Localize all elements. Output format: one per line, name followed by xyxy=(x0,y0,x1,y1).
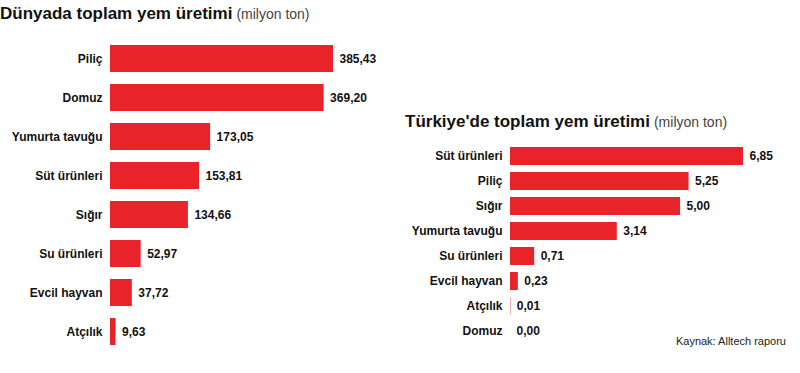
svg-text:0,23: 0,23 xyxy=(524,274,548,288)
svg-text:0,71: 0,71 xyxy=(541,249,565,263)
html-text:Kaynak: Alltech raporu: Kaynak: Alltech raporu xyxy=(675,335,786,347)
svg-text:Atçılık: Atçılık xyxy=(466,299,502,313)
svg-text:9,63: 9,63 xyxy=(122,325,146,339)
svg-text:3,14: 3,14 xyxy=(623,224,647,238)
svg-text:134,66: 134,66 xyxy=(194,208,231,222)
svg-text:5,00: 5,00 xyxy=(687,199,711,213)
svg-text:52,97: 52,97 xyxy=(147,247,177,261)
svg-text:Piliç: Piliç xyxy=(478,174,503,188)
svg-text:37,72: 37,72 xyxy=(138,286,168,300)
svg-text:6,85: 6,85 xyxy=(750,149,774,163)
svg-text:Su ürünleri: Su ürünleri xyxy=(439,249,502,263)
svg-text:173,05: 173,05 xyxy=(217,130,254,144)
html-text:Türkiye'de toplam yem üretimi: Türkiye'de toplam yem üretimi (milyon to… xyxy=(405,112,728,131)
svg-text:Domuz: Domuz xyxy=(463,324,503,338)
svg-text:Süt ürünleri: Süt ürünleri xyxy=(35,169,102,183)
svg-text:385,43: 385,43 xyxy=(340,52,377,66)
svg-text:Piliç: Piliç xyxy=(78,52,103,66)
svg-text:Yumurta tavuğu: Yumurta tavuğu xyxy=(12,130,103,144)
svg-text:Sığır: Sığır xyxy=(76,208,103,222)
svg-text:Atçılık: Atçılık xyxy=(66,325,102,339)
svg-text:5,25: 5,25 xyxy=(695,174,719,188)
svg-text:369,20: 369,20 xyxy=(330,91,367,105)
svg-text:Yumurta tavuğu: Yumurta tavuğu xyxy=(412,224,503,238)
svg-text:Evcil hayvan: Evcil hayvan xyxy=(30,286,103,300)
svg-text:0,01: 0,01 xyxy=(517,299,541,313)
svg-text:153,81: 153,81 xyxy=(205,169,242,183)
svg-text:Süt ürünleri: Süt ürünleri xyxy=(435,149,502,163)
svg-text:Su ürünleri: Su ürünleri xyxy=(39,247,102,261)
svg-text:Domuz: Domuz xyxy=(63,91,103,105)
svg-text:0,00: 0,00 xyxy=(517,324,541,338)
html-text:Dünyada toplam yem üretimi (mi: Dünyada toplam yem üretimi (milyon ton) xyxy=(0,4,310,23)
svg-text:Sığır: Sığır xyxy=(476,199,503,213)
svg-text:Evcil hayvan: Evcil hayvan xyxy=(430,274,503,288)
